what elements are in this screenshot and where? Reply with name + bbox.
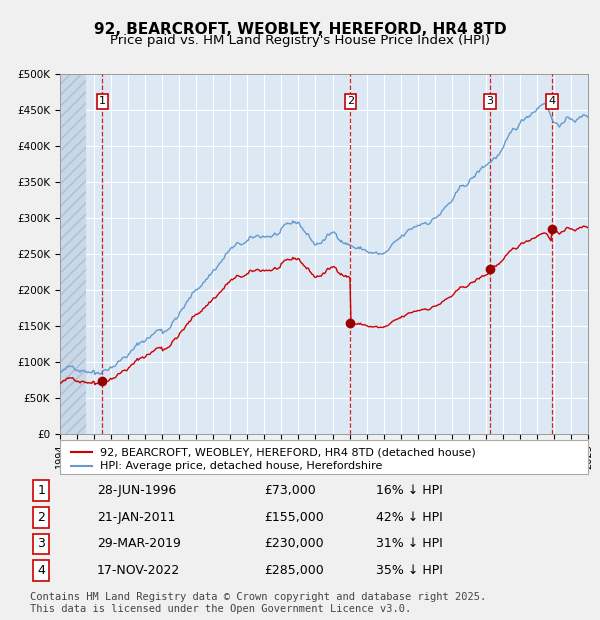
Text: 21-JAN-2011: 21-JAN-2011	[97, 511, 175, 524]
Text: 16% ↓ HPI: 16% ↓ HPI	[376, 484, 443, 497]
Text: 3: 3	[487, 96, 493, 107]
Text: 35% ↓ HPI: 35% ↓ HPI	[376, 564, 443, 577]
Text: 4: 4	[37, 564, 45, 577]
Text: 3: 3	[37, 538, 45, 551]
Text: 2: 2	[37, 511, 45, 524]
Text: £155,000: £155,000	[265, 511, 324, 524]
Text: 17-NOV-2022: 17-NOV-2022	[97, 564, 180, 577]
Text: £73,000: £73,000	[265, 484, 316, 497]
Text: 92, BEARCROFT, WEOBLEY, HEREFORD, HR4 8TD (detached house): 92, BEARCROFT, WEOBLEY, HEREFORD, HR4 8T…	[100, 447, 475, 457]
Text: £230,000: £230,000	[265, 538, 324, 551]
Text: 31% ↓ HPI: 31% ↓ HPI	[376, 538, 443, 551]
Text: 4: 4	[548, 96, 556, 107]
Text: HPI: Average price, detached house, Herefordshire: HPI: Average price, detached house, Here…	[100, 461, 382, 471]
Text: 1: 1	[37, 484, 45, 497]
Text: 28-JUN-1996: 28-JUN-1996	[97, 484, 176, 497]
FancyBboxPatch shape	[60, 440, 588, 474]
Text: 42% ↓ HPI: 42% ↓ HPI	[376, 511, 443, 524]
Text: £285,000: £285,000	[265, 564, 324, 577]
Text: Price paid vs. HM Land Registry's House Price Index (HPI): Price paid vs. HM Land Registry's House …	[110, 34, 490, 47]
Text: 1: 1	[99, 96, 106, 107]
Bar	[60, 74, 86, 434]
Text: Contains HM Land Registry data © Crown copyright and database right 2025.
This d: Contains HM Land Registry data © Crown c…	[30, 592, 486, 614]
Text: 2: 2	[347, 96, 354, 107]
Text: 29-MAR-2019: 29-MAR-2019	[97, 538, 181, 551]
Text: 92, BEARCROFT, WEOBLEY, HEREFORD, HR4 8TD: 92, BEARCROFT, WEOBLEY, HEREFORD, HR4 8T…	[94, 22, 506, 37]
